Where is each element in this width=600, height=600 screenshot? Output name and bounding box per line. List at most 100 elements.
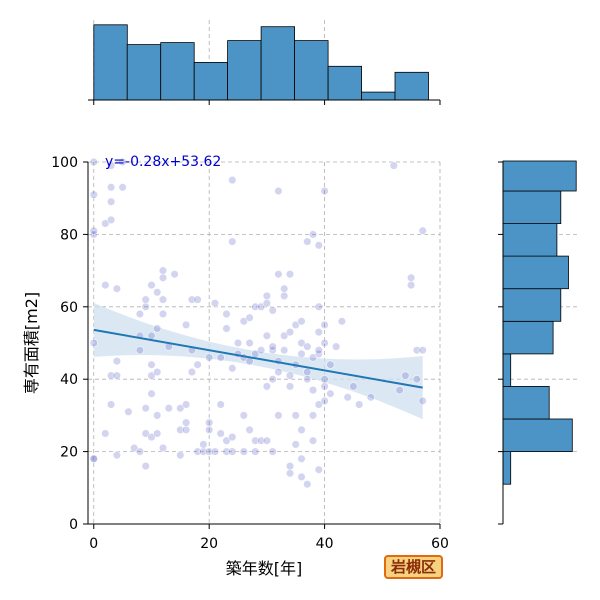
right-histogram-bar (502, 385, 550, 420)
scatter-point (89, 226, 98, 235)
scatter-point (268, 342, 277, 351)
scatter-point (106, 197, 116, 206)
scatter-point (395, 386, 404, 395)
scatter-point (308, 411, 318, 420)
scatter-point (112, 371, 121, 380)
right-histogram-bar (502, 223, 558, 257)
scatter-point (124, 407, 133, 416)
scatter-point (280, 291, 289, 301)
scatter-point (407, 273, 416, 282)
scatter-point (233, 338, 243, 348)
x-tick-label: 20 (200, 536, 218, 552)
scatter-point (205, 353, 214, 362)
scatter-point (147, 389, 156, 398)
top-histogram-bar (394, 71, 429, 101)
scatter-point (199, 447, 208, 456)
scatter-point (280, 346, 289, 355)
scatter-panel: 0 20 40 60 0 20 40 60 80 100 y=-0.28x+53.62 築年数[… (22, 154, 449, 578)
scatter-point (407, 281, 416, 290)
scatter-point (193, 295, 202, 304)
scatter-point (320, 375, 329, 384)
right-histogram-bar (502, 451, 512, 485)
scatter-point (147, 281, 156, 290)
scatter-point (297, 338, 306, 348)
scatter-point (320, 396, 329, 406)
scatter-point (112, 357, 121, 366)
scatter-point (314, 302, 323, 311)
scatter-point (366, 393, 375, 402)
scatter-point (332, 342, 341, 351)
scatter-point (268, 447, 277, 456)
scatter-point (210, 299, 220, 308)
scatter-point (314, 328, 323, 337)
scatter-point (320, 320, 329, 330)
scatter-point (291, 440, 300, 449)
scatter-point (187, 295, 196, 304)
top-histogram-bar (260, 26, 296, 101)
scatter-point (222, 436, 231, 445)
scatter-point (182, 400, 191, 409)
scatter-point (326, 389, 335, 398)
scatter-point (176, 425, 185, 435)
right-histogram-bar (502, 160, 577, 192)
right-histogram-bar (502, 190, 562, 224)
top-histogram-bar (160, 42, 195, 101)
scatter-point (216, 429, 225, 438)
scatter-point (106, 215, 116, 224)
right-histogram-panel (498, 160, 580, 525)
scatter-point (158, 295, 168, 304)
y-tick-labels: 0 20 40 60 80 100 (51, 155, 78, 533)
y-tick-label: 0 (69, 517, 78, 533)
scatter-point (274, 270, 283, 279)
scatter-point (320, 382, 329, 391)
scatter-point (101, 219, 110, 228)
scatter-point (314, 465, 323, 474)
scatter-point (147, 360, 156, 369)
scatter-point (135, 447, 144, 456)
scatter-point (176, 404, 185, 413)
scatter-point (89, 338, 98, 348)
x-tick-label: 0 (89, 536, 98, 552)
top-histogram-bar (227, 40, 262, 101)
scatter-point (257, 302, 266, 311)
scatter-point (187, 367, 196, 377)
scatter-point (337, 317, 347, 326)
scatter-point (222, 324, 231, 333)
scatter-point (274, 186, 283, 196)
scatter-point (89, 157, 98, 167)
scatter-point (285, 469, 295, 478)
scatter-point (262, 331, 272, 340)
scatter-point (182, 418, 191, 427)
scatter-point (297, 349, 306, 359)
scatter-point (285, 382, 295, 391)
scatter-point (262, 436, 272, 445)
top-histogram-axis (88, 99, 441, 105)
y-tick-label: 100 (51, 155, 78, 171)
scatter-point (239, 317, 248, 326)
scatter-point (216, 400, 225, 409)
scatter-point (101, 429, 110, 438)
y-tick-label: 60 (60, 300, 78, 316)
top-histogram-bar (294, 40, 329, 101)
scatter-point (141, 429, 150, 438)
scatter-point (106, 161, 116, 170)
scatter-point (251, 436, 260, 445)
scatter-point (118, 157, 127, 167)
scatter-point (239, 447, 248, 456)
scatter-point (303, 237, 312, 246)
y-tick-label: 20 (60, 445, 78, 461)
scatter-point (418, 396, 427, 406)
scatter-point (112, 451, 121, 460)
scatter-point (222, 309, 231, 319)
ward-badge: 岩槻区 (384, 555, 444, 579)
y-tick-label: 80 (60, 227, 78, 243)
scatter-point (314, 346, 323, 355)
scatter-point (158, 266, 168, 275)
scatter-point (245, 338, 254, 348)
confidence-band (93, 302, 423, 420)
scatter-point (320, 186, 329, 196)
scatter-point (228, 447, 237, 456)
y-tick-label: 40 (60, 372, 78, 388)
scatter-point (153, 288, 162, 297)
